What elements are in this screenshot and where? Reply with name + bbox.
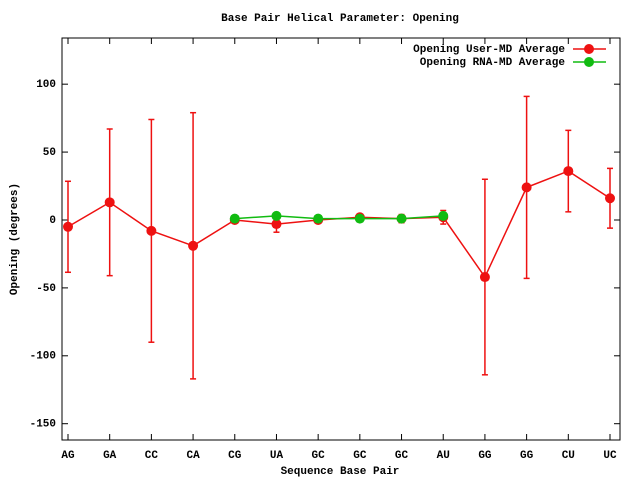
point: [229, 213, 240, 224]
x-tick-label: CG: [228, 450, 242, 462]
point: [354, 213, 365, 224]
y-tick-label: 100: [36, 79, 56, 91]
chart-title: Base Pair Helical Parameter: Opening: [221, 13, 459, 25]
point: [313, 213, 324, 224]
legend-label: Opening User-MD Average: [413, 44, 565, 56]
y-axis-label: Opening (degrees): [9, 183, 21, 295]
point: [479, 272, 490, 283]
series-line: [234, 215, 444, 220]
point: [521, 182, 532, 193]
x-tick-label: GC: [312, 450, 326, 462]
y-tick-label: -50: [36, 283, 56, 295]
point: [605, 193, 615, 204]
point: [104, 197, 115, 208]
x-tick-label: UC: [603, 450, 617, 462]
point: [563, 166, 574, 177]
legend-swatch: [584, 44, 594, 54]
x-tick-label: AG: [61, 450, 75, 462]
legend-swatch: [584, 57, 594, 67]
point: [396, 213, 407, 224]
x-tick-label: GC: [353, 450, 367, 462]
x-tick-label: UA: [270, 450, 284, 462]
point: [271, 210, 282, 221]
x-tick-label: GG: [478, 450, 492, 462]
y-tick-label: -150: [30, 419, 56, 431]
x-tick-label: GA: [103, 450, 117, 462]
x-axis-label: Sequence Base Pair: [281, 466, 400, 478]
point: [63, 221, 73, 232]
x-tick-label: CU: [562, 450, 575, 462]
x-tick-label: GC: [395, 450, 409, 462]
x-tick-label: CA: [186, 450, 200, 462]
point: [438, 210, 449, 221]
y-tick-label: -100: [30, 351, 56, 363]
point: [188, 240, 199, 251]
plot-frame: [61, 37, 621, 441]
y-tick-label: 50: [43, 147, 56, 159]
point: [271, 219, 282, 230]
x-tick-label: CC: [145, 450, 159, 462]
x-tick-label: GG: [520, 450, 534, 462]
x-tick-label: AU: [437, 450, 450, 462]
y-tick-label: 0: [49, 215, 56, 227]
legend-label: Opening RNA-MD Average: [420, 57, 566, 69]
point: [146, 225, 157, 236]
